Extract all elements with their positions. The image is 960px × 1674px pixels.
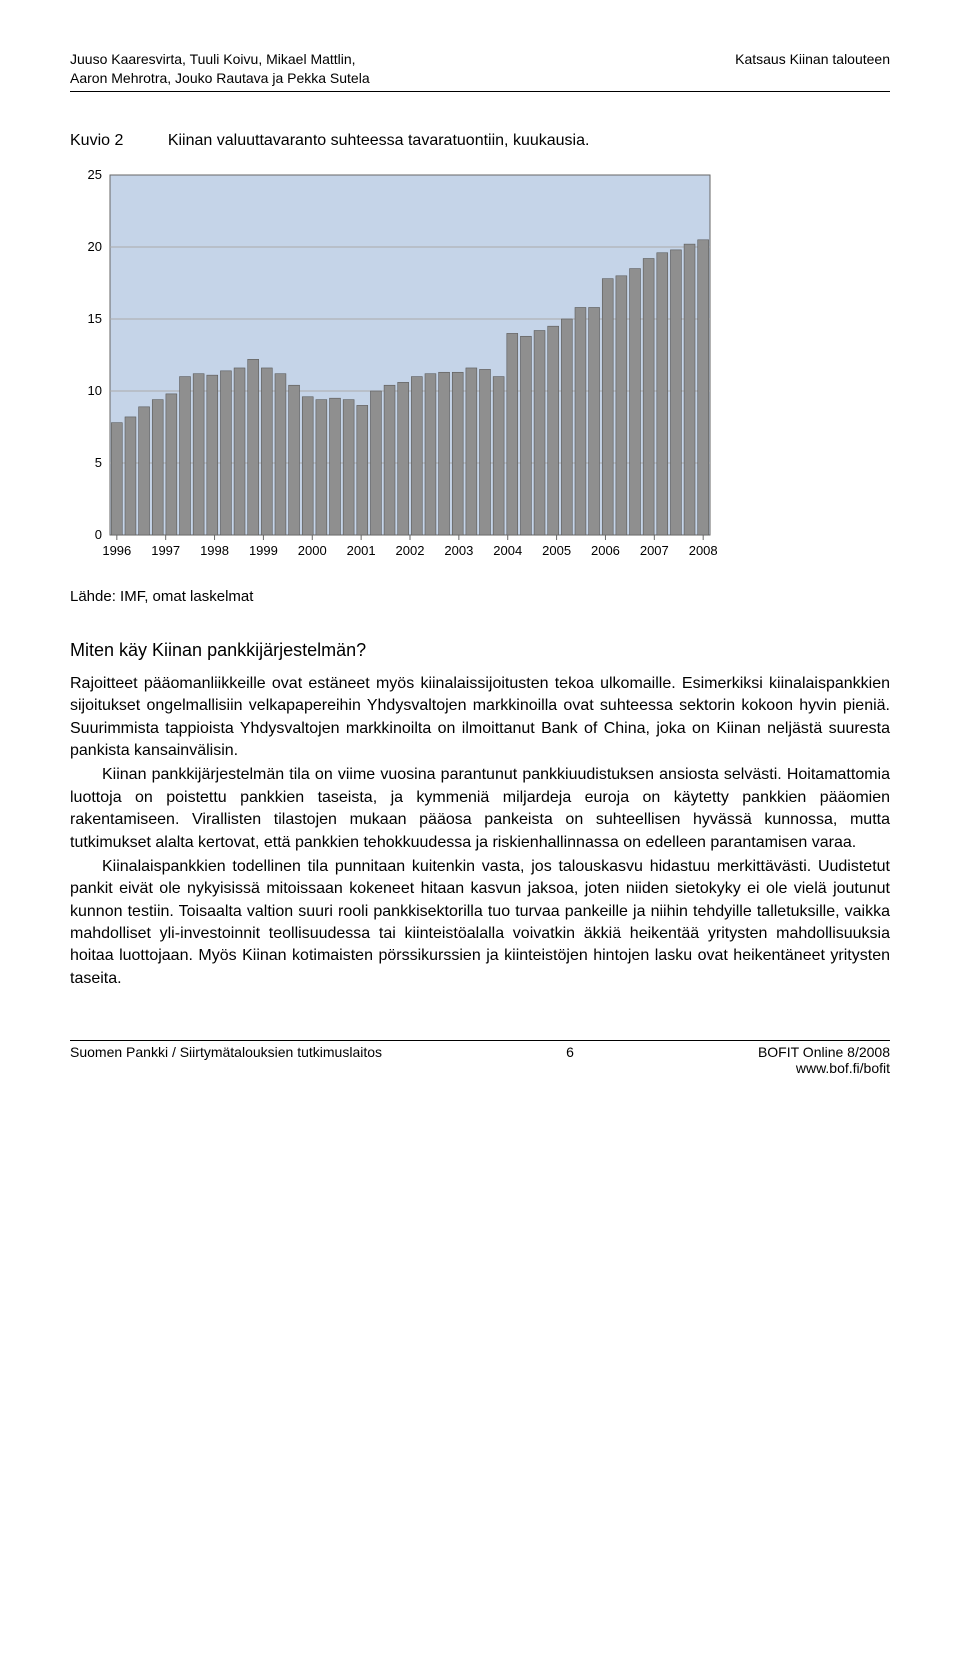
chart-source: Lähde: IMF, omat laskelmat — [70, 588, 890, 605]
svg-text:2000: 2000 — [298, 543, 327, 558]
svg-text:10: 10 — [88, 383, 102, 398]
svg-text:2006: 2006 — [591, 543, 620, 558]
bar-chart-svg: 0 5 10 15 20 25 1996 1997 1998 1999 2000 2001 2002 20… — [70, 170, 720, 568]
authors-line-2: Aaron Mehrotra, Jouko Rautava ja Pekka S… — [70, 70, 370, 86]
figure-caption-row: Kuvio 2 Kiinan valuuttavaranto suhteessa… — [70, 132, 890, 150]
page-footer: Suomen Pankki / Siirtymätalouksien tutki… — [70, 1040, 890, 1076]
footer-right: BOFIT Online 8/2008 www.bof.fi/bofit — [758, 1044, 890, 1076]
svg-text:15: 15 — [88, 311, 102, 326]
svg-text:20: 20 — [88, 239, 102, 254]
svg-text:1997: 1997 — [151, 543, 180, 558]
svg-text:2003: 2003 — [444, 543, 473, 558]
svg-text:2007: 2007 — [640, 543, 669, 558]
footer-right-line2: www.bof.fi/bofit — [796, 1060, 890, 1076]
figure-caption-text: Kiinan valuuttavaranto suhteessa tavarat… — [168, 132, 590, 149]
footer-left: Suomen Pankki / Siirtymätalouksien tutki… — [70, 1044, 382, 1076]
svg-text:2002: 2002 — [396, 543, 425, 558]
header-authors: Juuso Kaaresvirta, Tuuli Koivu, Mikael M… — [70, 50, 370, 88]
body-paragraph-1: Rajoitteet pääomanliikkeille ovat estäne… — [70, 673, 890, 763]
body-paragraph-3: Kiinalaispankkien todellinen tila punnit… — [70, 856, 890, 990]
svg-text:1998: 1998 — [200, 543, 229, 558]
page-header: Juuso Kaaresvirta, Tuuli Koivu, Mikael M… — [70, 50, 890, 92]
svg-text:1999: 1999 — [249, 543, 278, 558]
authors-line-1: Juuso Kaaresvirta, Tuuli Koivu, Mikael M… — [70, 51, 356, 67]
svg-text:2005: 2005 — [542, 543, 571, 558]
section-heading: Miten käy Kiinan pankkijärjestelmän? — [70, 640, 890, 661]
svg-text:1996: 1996 — [102, 543, 131, 558]
svg-text:0: 0 — [95, 527, 102, 542]
svg-text:2001: 2001 — [347, 543, 376, 558]
header-title: Katsaus Kiinan talouteen — [735, 50, 890, 88]
svg-text:2004: 2004 — [493, 543, 522, 558]
footer-page-number: 6 — [566, 1044, 574, 1076]
svg-text:5: 5 — [95, 455, 102, 470]
footer-right-line1: BOFIT Online 8/2008 — [758, 1044, 890, 1060]
figure-label: Kuvio 2 — [70, 132, 123, 149]
bar-chart: 0 5 10 15 20 25 1996 1997 1998 1999 2000 2001 2002 20… — [70, 170, 750, 568]
svg-text:25: 25 — [88, 170, 102, 182]
svg-text:2008: 2008 — [689, 543, 718, 558]
body-paragraph-2: Kiinan pankkijärjestelmän tila on viime … — [70, 764, 890, 854]
